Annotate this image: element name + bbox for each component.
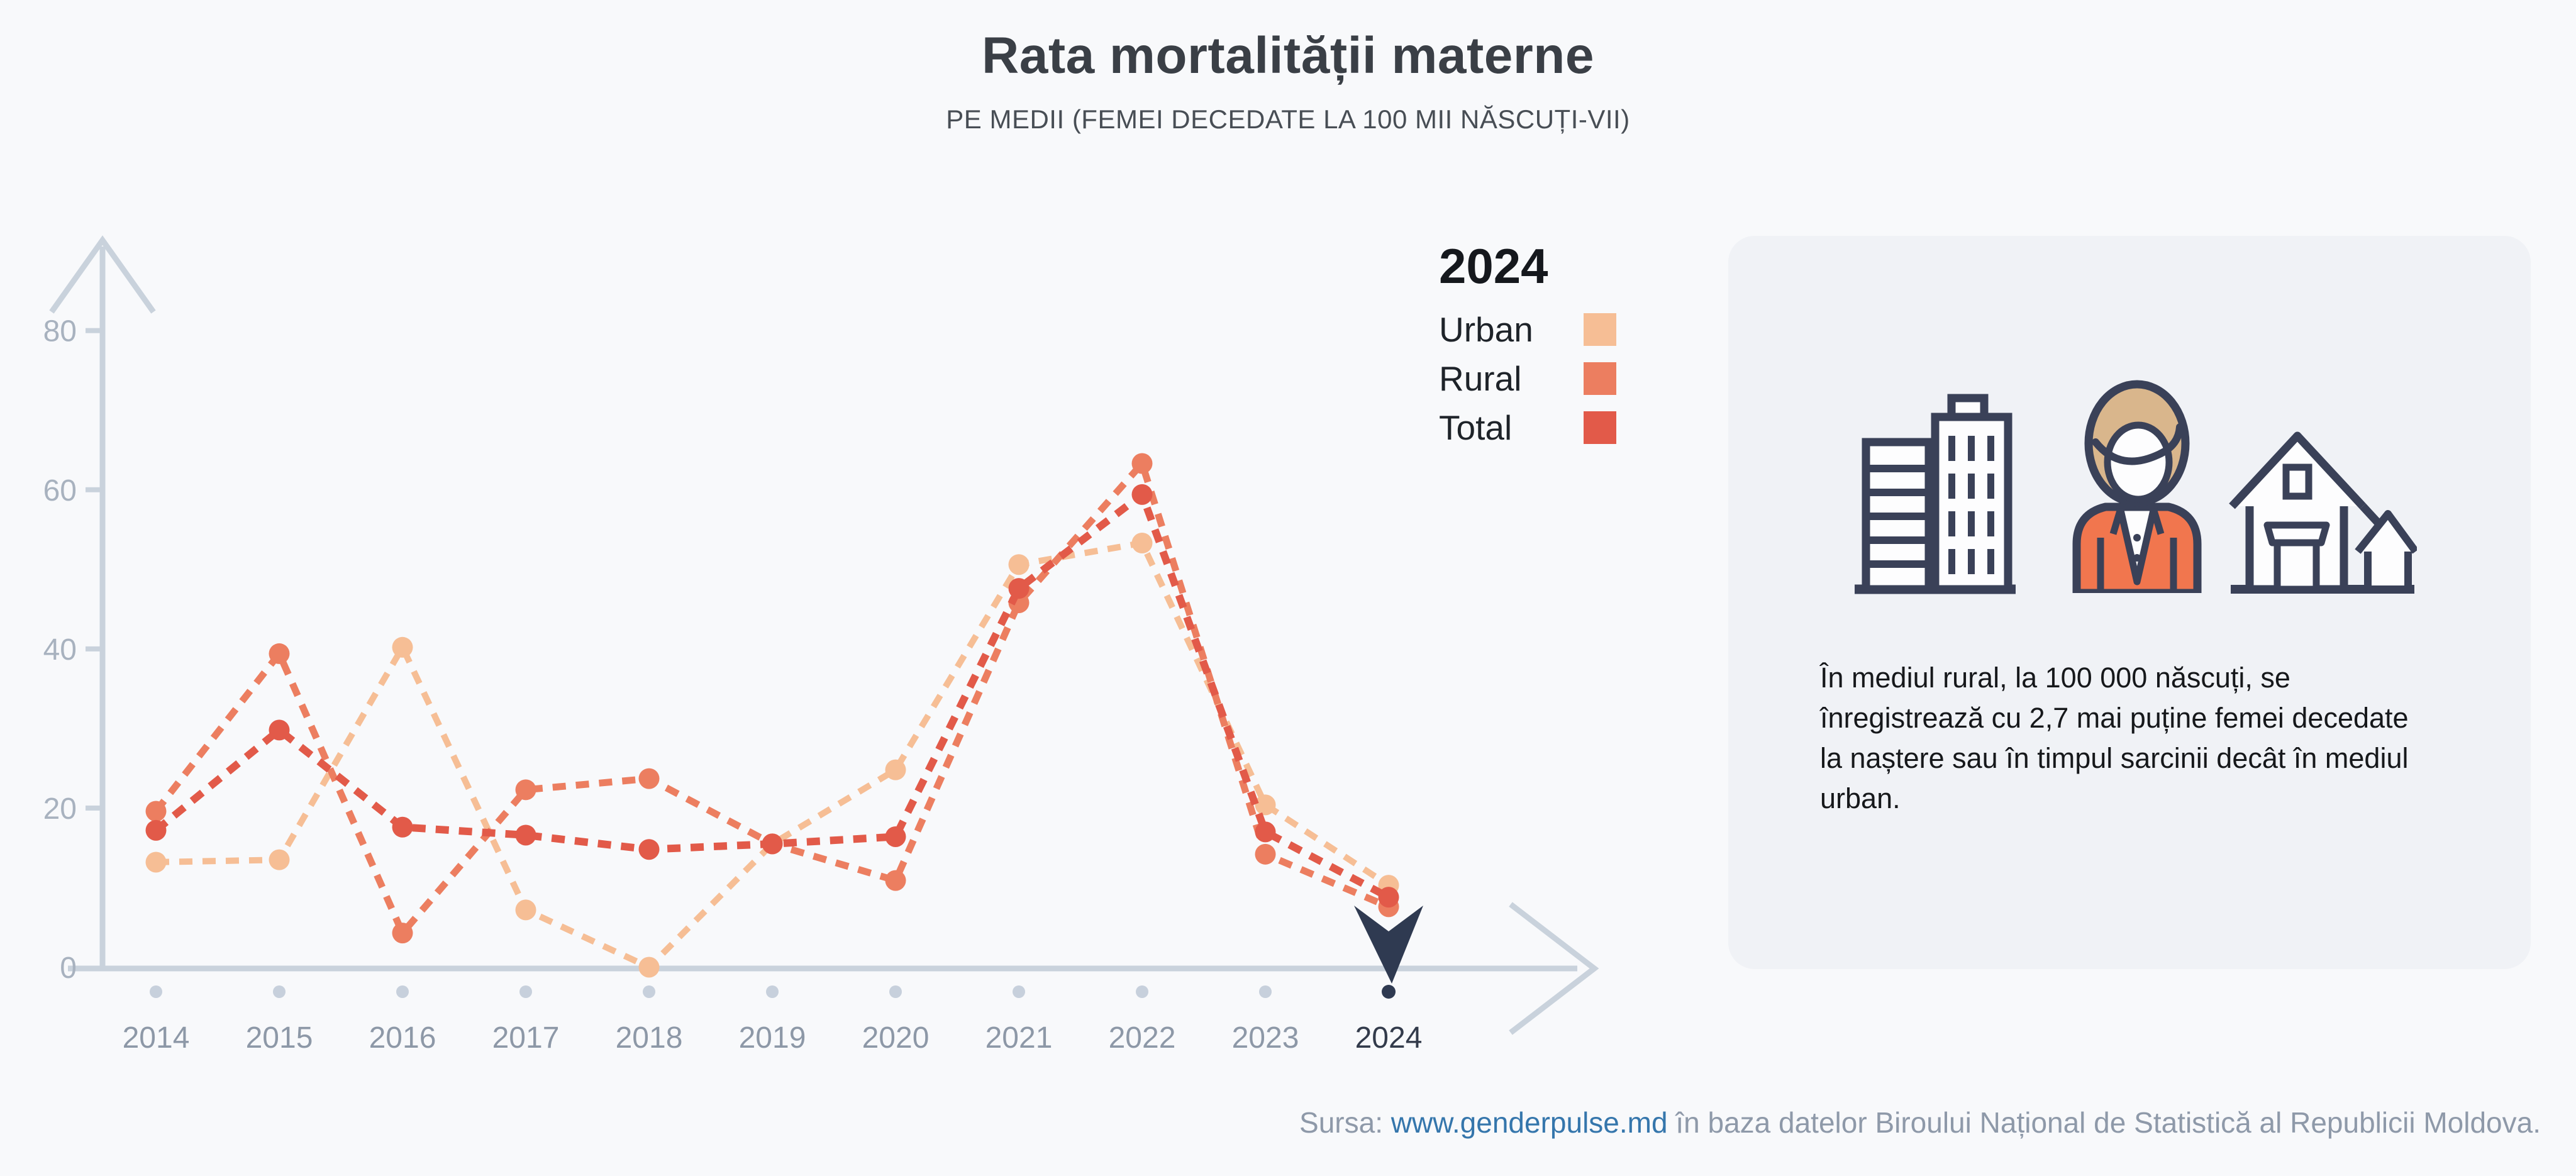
year-label-2020[interactable]: 2020: [862, 1021, 930, 1055]
data-point-rural-2017[interactable]: [515, 779, 536, 801]
data-point-total-2014[interactable]: [145, 819, 167, 841]
series-rural-line: [153, 460, 1391, 937]
info-panel: În mediul rural, la 100 000 născuți, se …: [1728, 236, 2531, 969]
data-point-urban-2023[interactable]: [1255, 794, 1276, 816]
source-link[interactable]: www.genderpulse.md: [1391, 1106, 1668, 1139]
series-rural: [145, 453, 1399, 944]
data-point-total-2021[interactable]: [1008, 578, 1030, 599]
data-point-total-2017[interactable]: [515, 824, 536, 846]
year-label-2023[interactable]: 2023: [1232, 1021, 1299, 1055]
data-point-total-2018[interactable]: [638, 839, 660, 860]
year-dot-2024[interactable]: [1382, 985, 1396, 999]
village-houses-icon: [2229, 431, 2417, 594]
year-dot-2016[interactable]: [396, 985, 409, 998]
year-dot-2014[interactable]: [150, 985, 162, 998]
rural-swatch-icon: [1584, 362, 1616, 395]
data-point-total-2024[interactable]: [1378, 887, 1399, 908]
year-label-2024[interactable]: 2024: [1355, 1021, 1423, 1055]
data-point-total-2019[interactable]: [762, 833, 783, 855]
total-swatch-icon: [1584, 411, 1616, 444]
legend-selected-year: 2024: [1439, 238, 1548, 294]
data-point-urban-2017[interactable]: [515, 899, 536, 921]
source-prefix: Sursa:: [1299, 1106, 1391, 1139]
year-dot-2019[interactable]: [766, 985, 779, 998]
legend-item-urban[interactable]: Urban: [1439, 310, 1616, 349]
year-marker-icon[interactable]: [1354, 906, 1423, 984]
data-point-rural-2014[interactable]: [145, 801, 167, 822]
data-point-urban-2015[interactable]: [269, 849, 290, 870]
year-label-2022[interactable]: 2022: [1109, 1021, 1176, 1055]
series-total: [145, 484, 1399, 908]
data-point-rural-2018[interactable]: [638, 768, 660, 789]
data-point-urban-2020[interactable]: [885, 759, 906, 780]
year-dot-2017[interactable]: [519, 985, 532, 998]
year-label-2015[interactable]: 2015: [246, 1021, 313, 1055]
y-tick-mark: [86, 328, 102, 333]
legend-item-total[interactable]: Total: [1439, 408, 1616, 447]
year-dot-2022[interactable]: [1136, 985, 1148, 998]
data-point-rural-2022[interactable]: [1131, 453, 1153, 474]
x-axis-arrow-icon: [1509, 902, 1599, 1035]
data-point-total-2015[interactable]: [269, 719, 290, 741]
page-title: Rata mortalității materne: [982, 27, 1594, 84]
legend-item-rural[interactable]: Rural: [1439, 359, 1616, 398]
year-label-2021[interactable]: 2021: [985, 1021, 1053, 1055]
series-urban: [145, 533, 1399, 978]
year-label-2014[interactable]: 2014: [123, 1021, 190, 1055]
city-buildings-icon: [1855, 394, 2016, 594]
page-subtitle: PE MEDII (FEMEI DECEDATE LA 100 MII NĂSC…: [946, 104, 1630, 134]
data-point-urban-2014[interactable]: [145, 851, 167, 873]
year-label-2017[interactable]: 2017: [492, 1021, 560, 1055]
y-tick-mark: [86, 805, 102, 811]
data-point-urban-2022[interactable]: [1131, 533, 1153, 554]
y-tick-label: 80: [43, 315, 77, 348]
y-axis-arrow-icon: [49, 235, 156, 314]
data-point-urban-2021[interactable]: [1008, 554, 1030, 575]
source-suffix: în baza datelor Biroului Național de Sta…: [1667, 1106, 2541, 1139]
legend-label-total: Total: [1439, 408, 1513, 447]
year-dot-2021[interactable]: [1013, 985, 1025, 998]
year-label-2019[interactable]: 2019: [739, 1021, 806, 1055]
data-point-total-2020[interactable]: [885, 826, 906, 847]
y-tick-label: 60: [43, 474, 77, 508]
data-point-rural-2023[interactable]: [1255, 843, 1276, 865]
data-point-urban-2018[interactable]: [638, 957, 660, 978]
year-dot-2023[interactable]: [1259, 985, 1272, 998]
legend-label-urban: Urban: [1439, 310, 1533, 349]
y-tick-label: 0: [60, 951, 77, 985]
data-point-total-2023[interactable]: [1255, 821, 1276, 843]
urban-swatch-icon: [1584, 313, 1616, 346]
legend-label-rural: Rural: [1439, 359, 1522, 398]
woman-icon: [2072, 380, 2202, 593]
data-point-total-2016[interactable]: [392, 816, 413, 838]
year-dot-2018[interactable]: [643, 985, 655, 998]
y-tick-label: 40: [43, 633, 77, 667]
year-label-2018[interactable]: 2018: [616, 1021, 683, 1055]
data-point-total-2022[interactable]: [1131, 484, 1153, 505]
data-point-rural-2015[interactable]: [269, 643, 290, 664]
year-dot-2015[interactable]: [273, 985, 286, 998]
year-label-2016[interactable]: 2016: [369, 1021, 436, 1055]
year-dot-2020[interactable]: [889, 985, 902, 998]
insight-text: În mediul rural, la 100 000 născuți, se …: [1820, 662, 2409, 814]
data-point-urban-2016[interactable]: [392, 636, 413, 658]
series-urban-line: [155, 540, 1391, 970]
axes: 0 20 40 60 80: [43, 235, 1599, 1035]
y-tick-label: 20: [43, 792, 77, 826]
source-line: Sursa: www.genderpulse.md în baza datelo…: [1299, 1106, 2541, 1140]
y-tick-mark: [86, 487, 102, 492]
data-point-rural-2020[interactable]: [885, 870, 906, 891]
data-point-rural-2016[interactable]: [392, 923, 413, 944]
y-tick-mark: [86, 646, 102, 652]
